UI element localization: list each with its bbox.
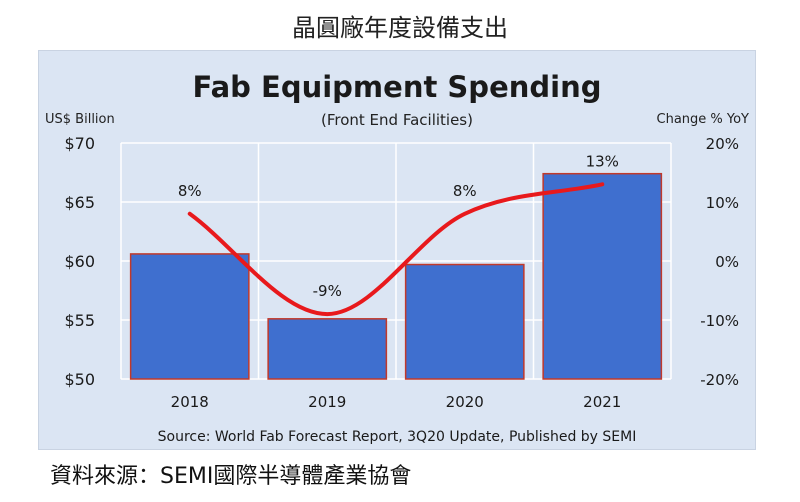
line-data-label: 8% [453,182,477,200]
y2-tick-label: 0% [715,253,739,271]
x-tick-label: 2020 [446,393,484,411]
x-tick-label: 2018 [171,393,209,411]
line-data-label: -9% [313,282,342,300]
x-tick-label: 2019 [308,393,346,411]
bar-2020 [404,263,525,380]
y2-tick-label: 20% [706,135,739,153]
y-axis-label: US$ Billion [45,112,115,127]
y2-tick-label: 10% [706,194,739,212]
footer-source: 資料來源：SEMI國際半導體產業協會 [50,464,412,489]
y-tick-label: $70 [64,134,95,153]
x-tick-label: 2021 [583,393,621,411]
chart-svg: Fab Equipment Spending (Front End Facili… [45,70,750,445]
page-title: 晶圓廠年度設備支出 [292,14,508,42]
bar-2018 [129,253,250,380]
y2-axis-label: Change % YoY [657,112,750,127]
line-data-label: 13% [586,152,619,170]
y-tick-label: $55 [64,311,95,330]
bar-2021 [542,172,663,380]
line-data-label: 8% [178,182,202,200]
y2-tick-label: -10% [700,312,739,330]
chart-panel: Fab Equipment Spending (Front End Facili… [38,50,756,450]
chart-title: Fab Equipment Spending [192,70,601,104]
chart-source: Source: World Fab Forecast Report, 3Q20 … [158,429,637,445]
y-tick-label: $65 [64,193,95,212]
series-line-yoy-change [187,182,605,317]
y2-tick-label: -20% [700,371,739,389]
chart-subtitle: (Front End Facilities) [321,111,473,129]
bar-2019 [267,318,388,380]
y-tick-label: $50 [64,370,95,389]
y-tick-label: $60 [64,252,95,271]
